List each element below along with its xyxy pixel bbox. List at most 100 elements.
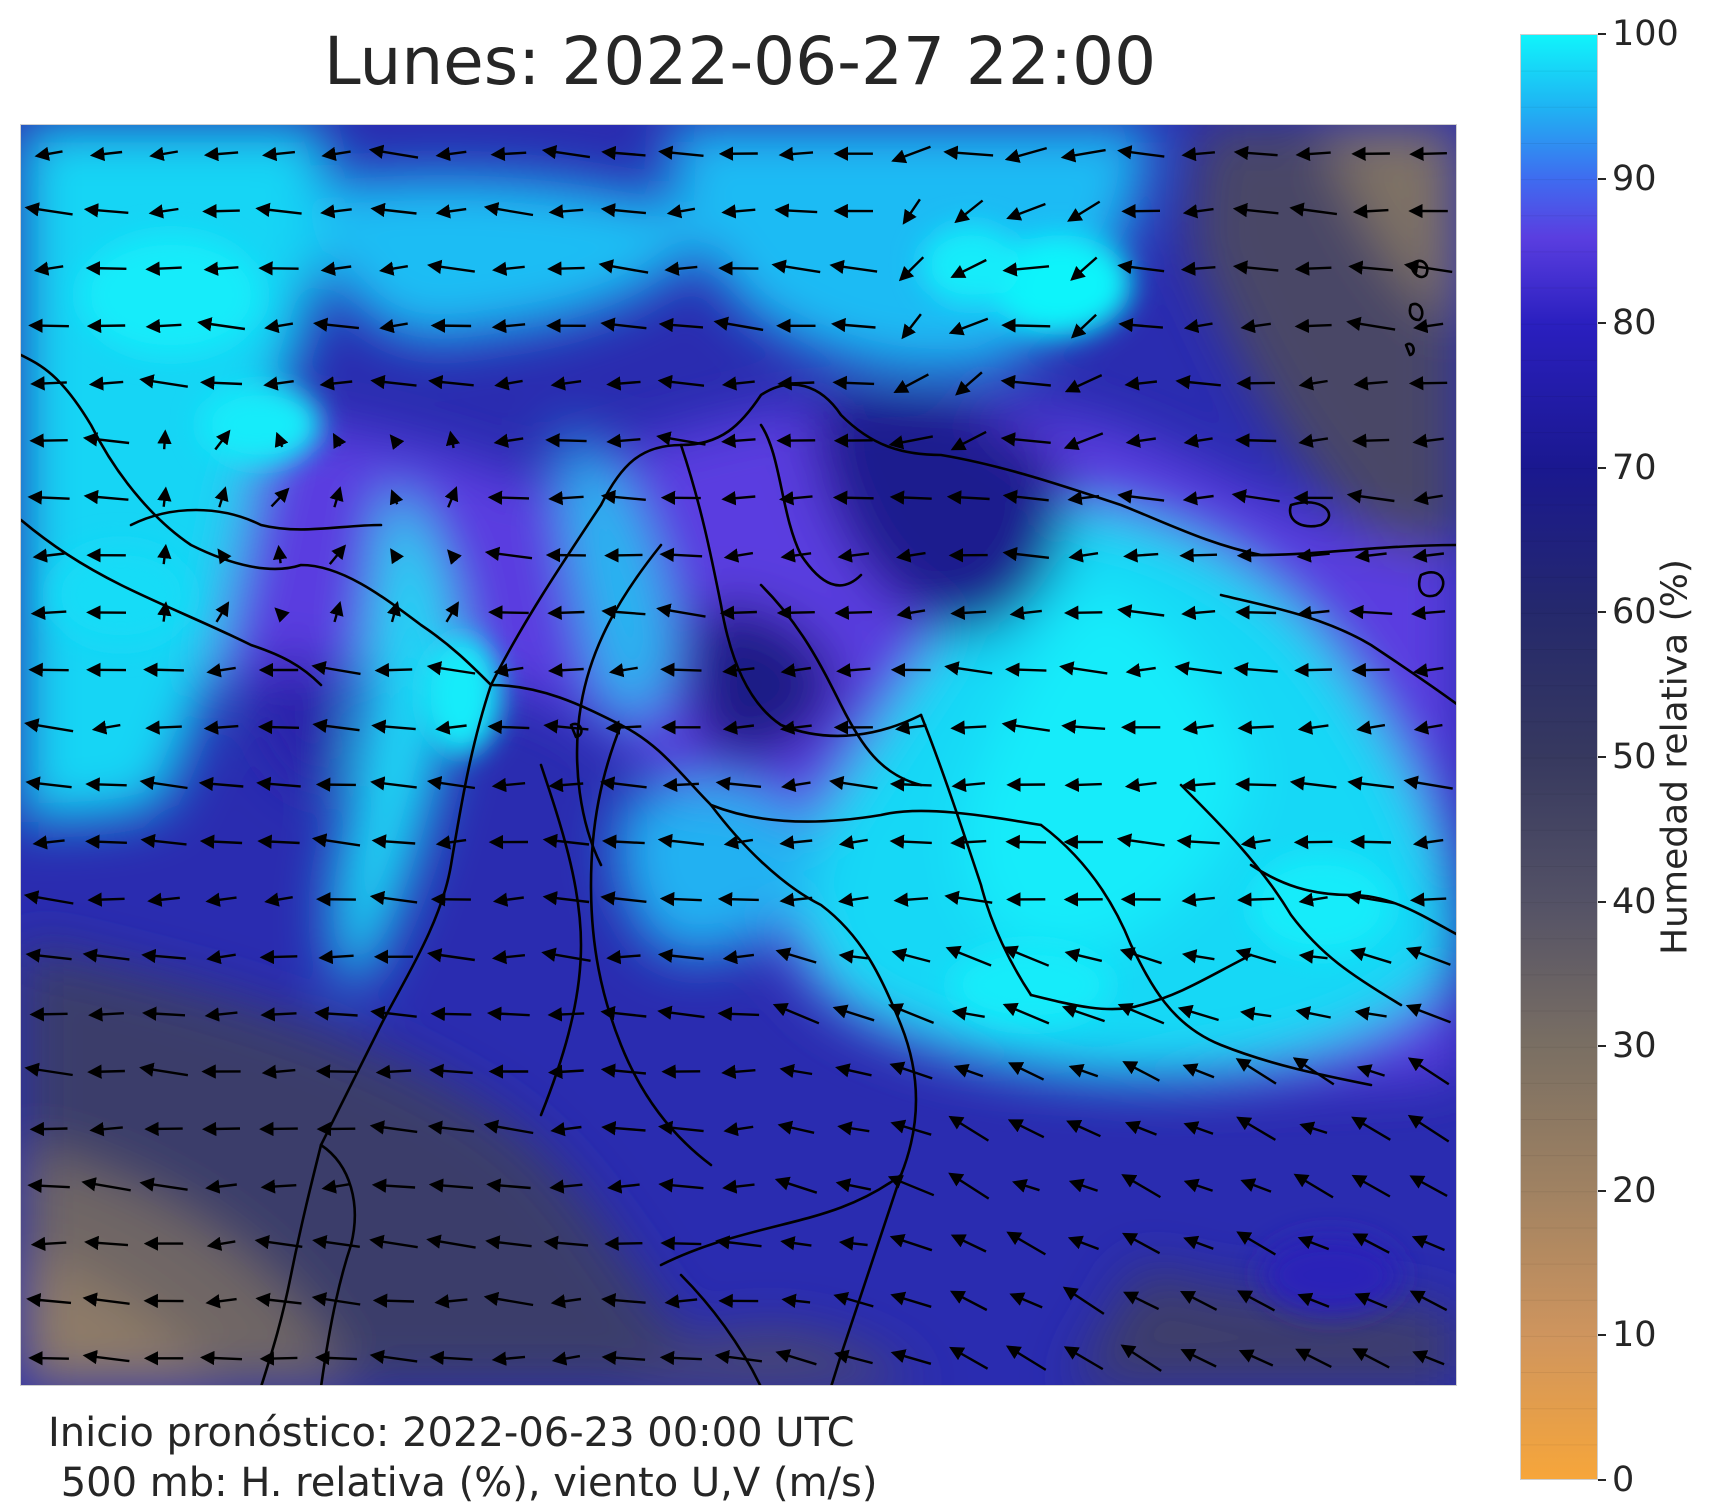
wind-arrow xyxy=(1176,834,1220,849)
wind-arrow xyxy=(445,430,461,449)
wind-arrow xyxy=(205,1179,237,1194)
humidity-colorbar xyxy=(1520,34,1598,1480)
wind-arrow xyxy=(666,204,696,219)
wind-arrow xyxy=(371,834,416,849)
wind-arrow xyxy=(1297,1235,1330,1251)
wind-arrow xyxy=(775,1349,817,1366)
wind-arrow xyxy=(833,1291,874,1308)
wind-arrow xyxy=(1005,662,1047,677)
wind-arrow xyxy=(1002,1002,1050,1025)
wind-arrow xyxy=(723,835,754,850)
wind-arrow xyxy=(157,429,172,450)
wind-arrow xyxy=(890,1291,932,1308)
wind-arrow xyxy=(545,433,587,448)
wind-arrow xyxy=(1117,1002,1165,1025)
wind-arrow xyxy=(483,1291,534,1307)
wind-arrow xyxy=(1353,376,1388,391)
forecast-footer: Inicio pronóstico: 2022-06-23 00:00 UTC … xyxy=(48,1408,877,1508)
wind-arrow xyxy=(781,777,811,793)
wind-arrow xyxy=(944,890,993,905)
wind-arrow xyxy=(902,198,921,225)
wind-arrow xyxy=(1066,1120,1101,1138)
wind-arrow xyxy=(1180,777,1216,793)
wind-arrow xyxy=(428,374,474,390)
wind-arrow xyxy=(606,433,641,448)
wind-arrow xyxy=(1183,1235,1214,1250)
wind-arrow xyxy=(83,489,129,505)
wind-arrow xyxy=(1351,1116,1391,1141)
wind-arrow xyxy=(147,892,180,907)
wind-arrow xyxy=(1237,892,1275,907)
colorbar-label: Humedad relativa (%) xyxy=(1654,559,1696,955)
wind-arrow xyxy=(444,486,459,508)
wind-arrow xyxy=(426,775,476,791)
wind-arrow xyxy=(948,1115,990,1142)
wind-arrow xyxy=(1063,432,1104,450)
wind-arrow xyxy=(659,1350,702,1366)
wind-arrow xyxy=(157,601,172,622)
wind-arrow xyxy=(721,204,756,219)
wind-arrow xyxy=(547,261,585,276)
wind-arrow xyxy=(142,1006,186,1021)
wind-arrow xyxy=(157,486,172,507)
wind-arrow xyxy=(721,376,755,391)
wind-arrow xyxy=(82,432,130,447)
wind-arrow xyxy=(84,1235,129,1251)
wind-arrow xyxy=(722,663,755,678)
wind-arrow xyxy=(1354,548,1387,563)
wind-arrow xyxy=(30,605,67,621)
wind-arrow xyxy=(1236,1290,1276,1312)
wind-arrow xyxy=(1064,374,1103,393)
wind-arrow xyxy=(217,548,232,565)
wind-arrow xyxy=(329,600,344,623)
wind-arrow xyxy=(954,199,984,224)
wind-arrow xyxy=(1067,200,1101,222)
wind-arrow xyxy=(1123,1291,1160,1311)
wind-arrow xyxy=(1182,204,1214,219)
wind-arrow xyxy=(88,1007,124,1022)
wind-arrow xyxy=(657,948,704,963)
wind-arrow xyxy=(893,892,929,907)
wind-arrow xyxy=(1002,546,1050,562)
wind-arrow xyxy=(1235,433,1277,448)
humidity-wind-map xyxy=(21,125,1456,1385)
wind-arrow xyxy=(779,720,812,735)
map-panel[interactable] xyxy=(20,124,1457,1386)
wind-arrow xyxy=(260,1179,297,1194)
wind-arrow xyxy=(547,605,585,620)
wind-arrow xyxy=(1289,776,1337,791)
wind-arrow xyxy=(549,1179,583,1194)
wind-arrow xyxy=(200,1350,243,1366)
wind-arrow xyxy=(1295,146,1331,162)
wind-arrow xyxy=(255,202,302,218)
wind-arrow xyxy=(1352,204,1389,219)
wind-arrow xyxy=(1294,261,1332,276)
wind-arrow xyxy=(83,203,129,218)
wind-arrow xyxy=(774,1176,818,1194)
wind-arrow xyxy=(1064,605,1103,620)
wind-arrow xyxy=(1064,777,1102,793)
wind-arrow xyxy=(1235,947,1277,964)
wind-arrow xyxy=(1412,548,1445,563)
wind-arrow xyxy=(274,431,289,448)
wind-arrow xyxy=(1409,892,1447,907)
humidity-field xyxy=(21,125,1456,1385)
wind-arrow xyxy=(604,1236,643,1251)
wind-arrow xyxy=(1347,776,1395,791)
wind-arrow xyxy=(203,720,239,735)
wind-arrow xyxy=(722,949,755,965)
wind-arrow xyxy=(319,376,353,391)
wind-arrow xyxy=(723,1122,754,1137)
wind-arrow xyxy=(149,146,178,162)
wind-arrow xyxy=(896,548,926,563)
wind-arrow xyxy=(445,601,459,623)
wind-arrow xyxy=(23,890,74,905)
wind-arrow xyxy=(1117,489,1165,504)
wind-arrow xyxy=(375,1064,412,1079)
wind-arrow xyxy=(1405,946,1451,966)
colorbar-tick-label: 70 xyxy=(1612,447,1657,488)
wind-arrow xyxy=(1292,1057,1335,1086)
wind-arrow xyxy=(491,1351,526,1366)
wind-arrow xyxy=(1352,433,1390,448)
wind-arrow xyxy=(600,317,647,332)
